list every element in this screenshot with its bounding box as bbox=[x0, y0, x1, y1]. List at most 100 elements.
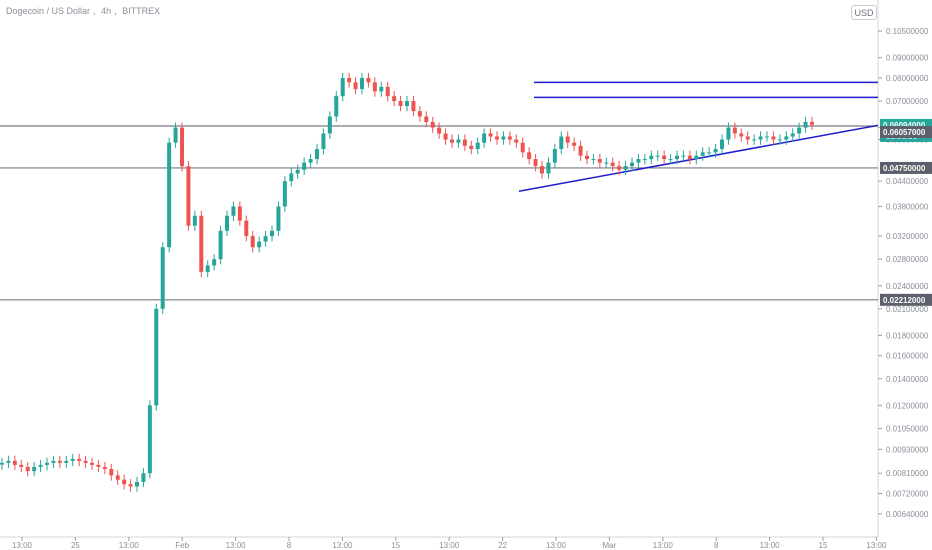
time-tick-label: 8 bbox=[287, 541, 292, 550]
candle-body bbox=[135, 481, 139, 487]
candle-body bbox=[430, 121, 435, 128]
candle-body bbox=[231, 206, 236, 216]
time-tick-label: 13:00 bbox=[12, 541, 33, 550]
price-tick-label: 0.01600000 bbox=[886, 352, 929, 361]
candle-body bbox=[533, 159, 538, 167]
time-tick-label: 13:00 bbox=[760, 541, 781, 550]
candle-body bbox=[649, 155, 654, 160]
currency-button[interactable]: USD bbox=[851, 5, 877, 20]
candle-body bbox=[810, 121, 814, 125]
candle-body bbox=[585, 155, 589, 160]
price-tick-label: 0.08000000 bbox=[886, 74, 929, 83]
candle-body bbox=[424, 116, 429, 122]
candle-body bbox=[527, 152, 532, 160]
candle-body bbox=[694, 155, 699, 160]
candle-body bbox=[282, 181, 287, 207]
candle-body bbox=[752, 139, 757, 141]
candle-body bbox=[790, 133, 795, 137]
candle-body bbox=[495, 136, 499, 140]
candle-body bbox=[565, 136, 570, 143]
candle-body bbox=[591, 159, 596, 161]
candle-body bbox=[405, 101, 409, 107]
candle-body bbox=[340, 77, 345, 97]
candle-body bbox=[540, 166, 544, 174]
candle-body bbox=[482, 133, 487, 143]
candle-body bbox=[70, 458, 75, 461]
candle-body bbox=[64, 460, 69, 463]
candle-body bbox=[32, 466, 37, 472]
candle-body bbox=[662, 155, 667, 160]
price-tick-label: 0.00640000 bbox=[886, 510, 929, 519]
candle-body bbox=[803, 121, 808, 128]
candle-body bbox=[507, 136, 512, 140]
candle-body bbox=[707, 152, 712, 154]
time-tick-label: 15 bbox=[391, 541, 400, 550]
interval-label: 4h bbox=[101, 6, 112, 16]
candle-body bbox=[739, 133, 744, 137]
time-tick-label: 13:00 bbox=[653, 541, 674, 550]
price-tick-label: 0.07000000 bbox=[886, 97, 929, 106]
price-tick-label: 0.00810000 bbox=[886, 469, 929, 478]
candle-body bbox=[334, 96, 339, 117]
exchange-label: BITTREX bbox=[122, 6, 161, 16]
price-tick-label: 0.02800000 bbox=[886, 255, 929, 264]
candle-body bbox=[713, 149, 718, 153]
time-tick-label: 22 bbox=[498, 541, 507, 550]
candle-body bbox=[392, 96, 397, 102]
price-tick-label: 0.01050000 bbox=[886, 424, 929, 433]
candle-body bbox=[514, 139, 519, 143]
level-3-tag: 0.02212000 bbox=[883, 296, 926, 305]
candle-body bbox=[102, 466, 107, 469]
price-tick-label: 0.04400000 bbox=[886, 177, 929, 186]
candle-body bbox=[308, 159, 313, 163]
candle-body bbox=[771, 136, 776, 140]
candle-body bbox=[777, 139, 782, 141]
candle-body bbox=[578, 145, 583, 156]
candle-body bbox=[462, 139, 467, 146]
price-tick-label: 0.01200000 bbox=[886, 401, 929, 410]
time-tick-label: Feb bbox=[175, 541, 189, 550]
candle-body bbox=[347, 77, 352, 83]
candle-body bbox=[732, 127, 737, 134]
candle-body bbox=[411, 101, 416, 112]
trend-line[interactable] bbox=[518, 124, 879, 192]
candle-body bbox=[122, 479, 127, 485]
candle-body bbox=[244, 220, 249, 237]
candle-body bbox=[173, 127, 178, 143]
time-tick-label: 13:00 bbox=[546, 541, 567, 550]
price-tick-label: 0.02100000 bbox=[886, 305, 929, 314]
price-tick-label: 0.01400000 bbox=[886, 375, 929, 384]
candle-body bbox=[559, 136, 564, 150]
symbol-name: Dogecoin / US Dollar bbox=[6, 6, 91, 16]
candle-body bbox=[128, 484, 133, 487]
candle-body bbox=[289, 173, 294, 182]
candle-body bbox=[546, 162, 551, 174]
candle-body bbox=[0, 462, 4, 465]
candle-body bbox=[469, 145, 474, 150]
candle-body bbox=[720, 139, 724, 150]
candle-body bbox=[154, 308, 159, 406]
level-1-tag: 0.06057000 bbox=[883, 128, 926, 137]
candle-body bbox=[687, 155, 692, 160]
price-tick-label: 0.09000000 bbox=[886, 54, 929, 63]
price-tick-label: 0.01800000 bbox=[886, 331, 929, 340]
candle-body bbox=[604, 162, 609, 164]
candle-body bbox=[520, 142, 525, 153]
level-2-tag: 0.04750000 bbox=[883, 164, 926, 173]
candle-body bbox=[250, 236, 255, 248]
candle-body bbox=[295, 169, 300, 174]
candle-body bbox=[276, 206, 281, 231]
candle-body bbox=[353, 82, 358, 90]
candle-body bbox=[263, 236, 268, 242]
candle-body bbox=[147, 405, 152, 474]
candle-body bbox=[38, 464, 43, 467]
candle-body bbox=[655, 155, 660, 157]
candle-body bbox=[617, 166, 622, 170]
candle-body bbox=[630, 162, 634, 167]
candle-body bbox=[360, 77, 364, 90]
candle-body bbox=[109, 468, 114, 476]
candle-body bbox=[597, 159, 602, 163]
candle-body bbox=[642, 159, 647, 161]
candle-body bbox=[745, 136, 750, 140]
